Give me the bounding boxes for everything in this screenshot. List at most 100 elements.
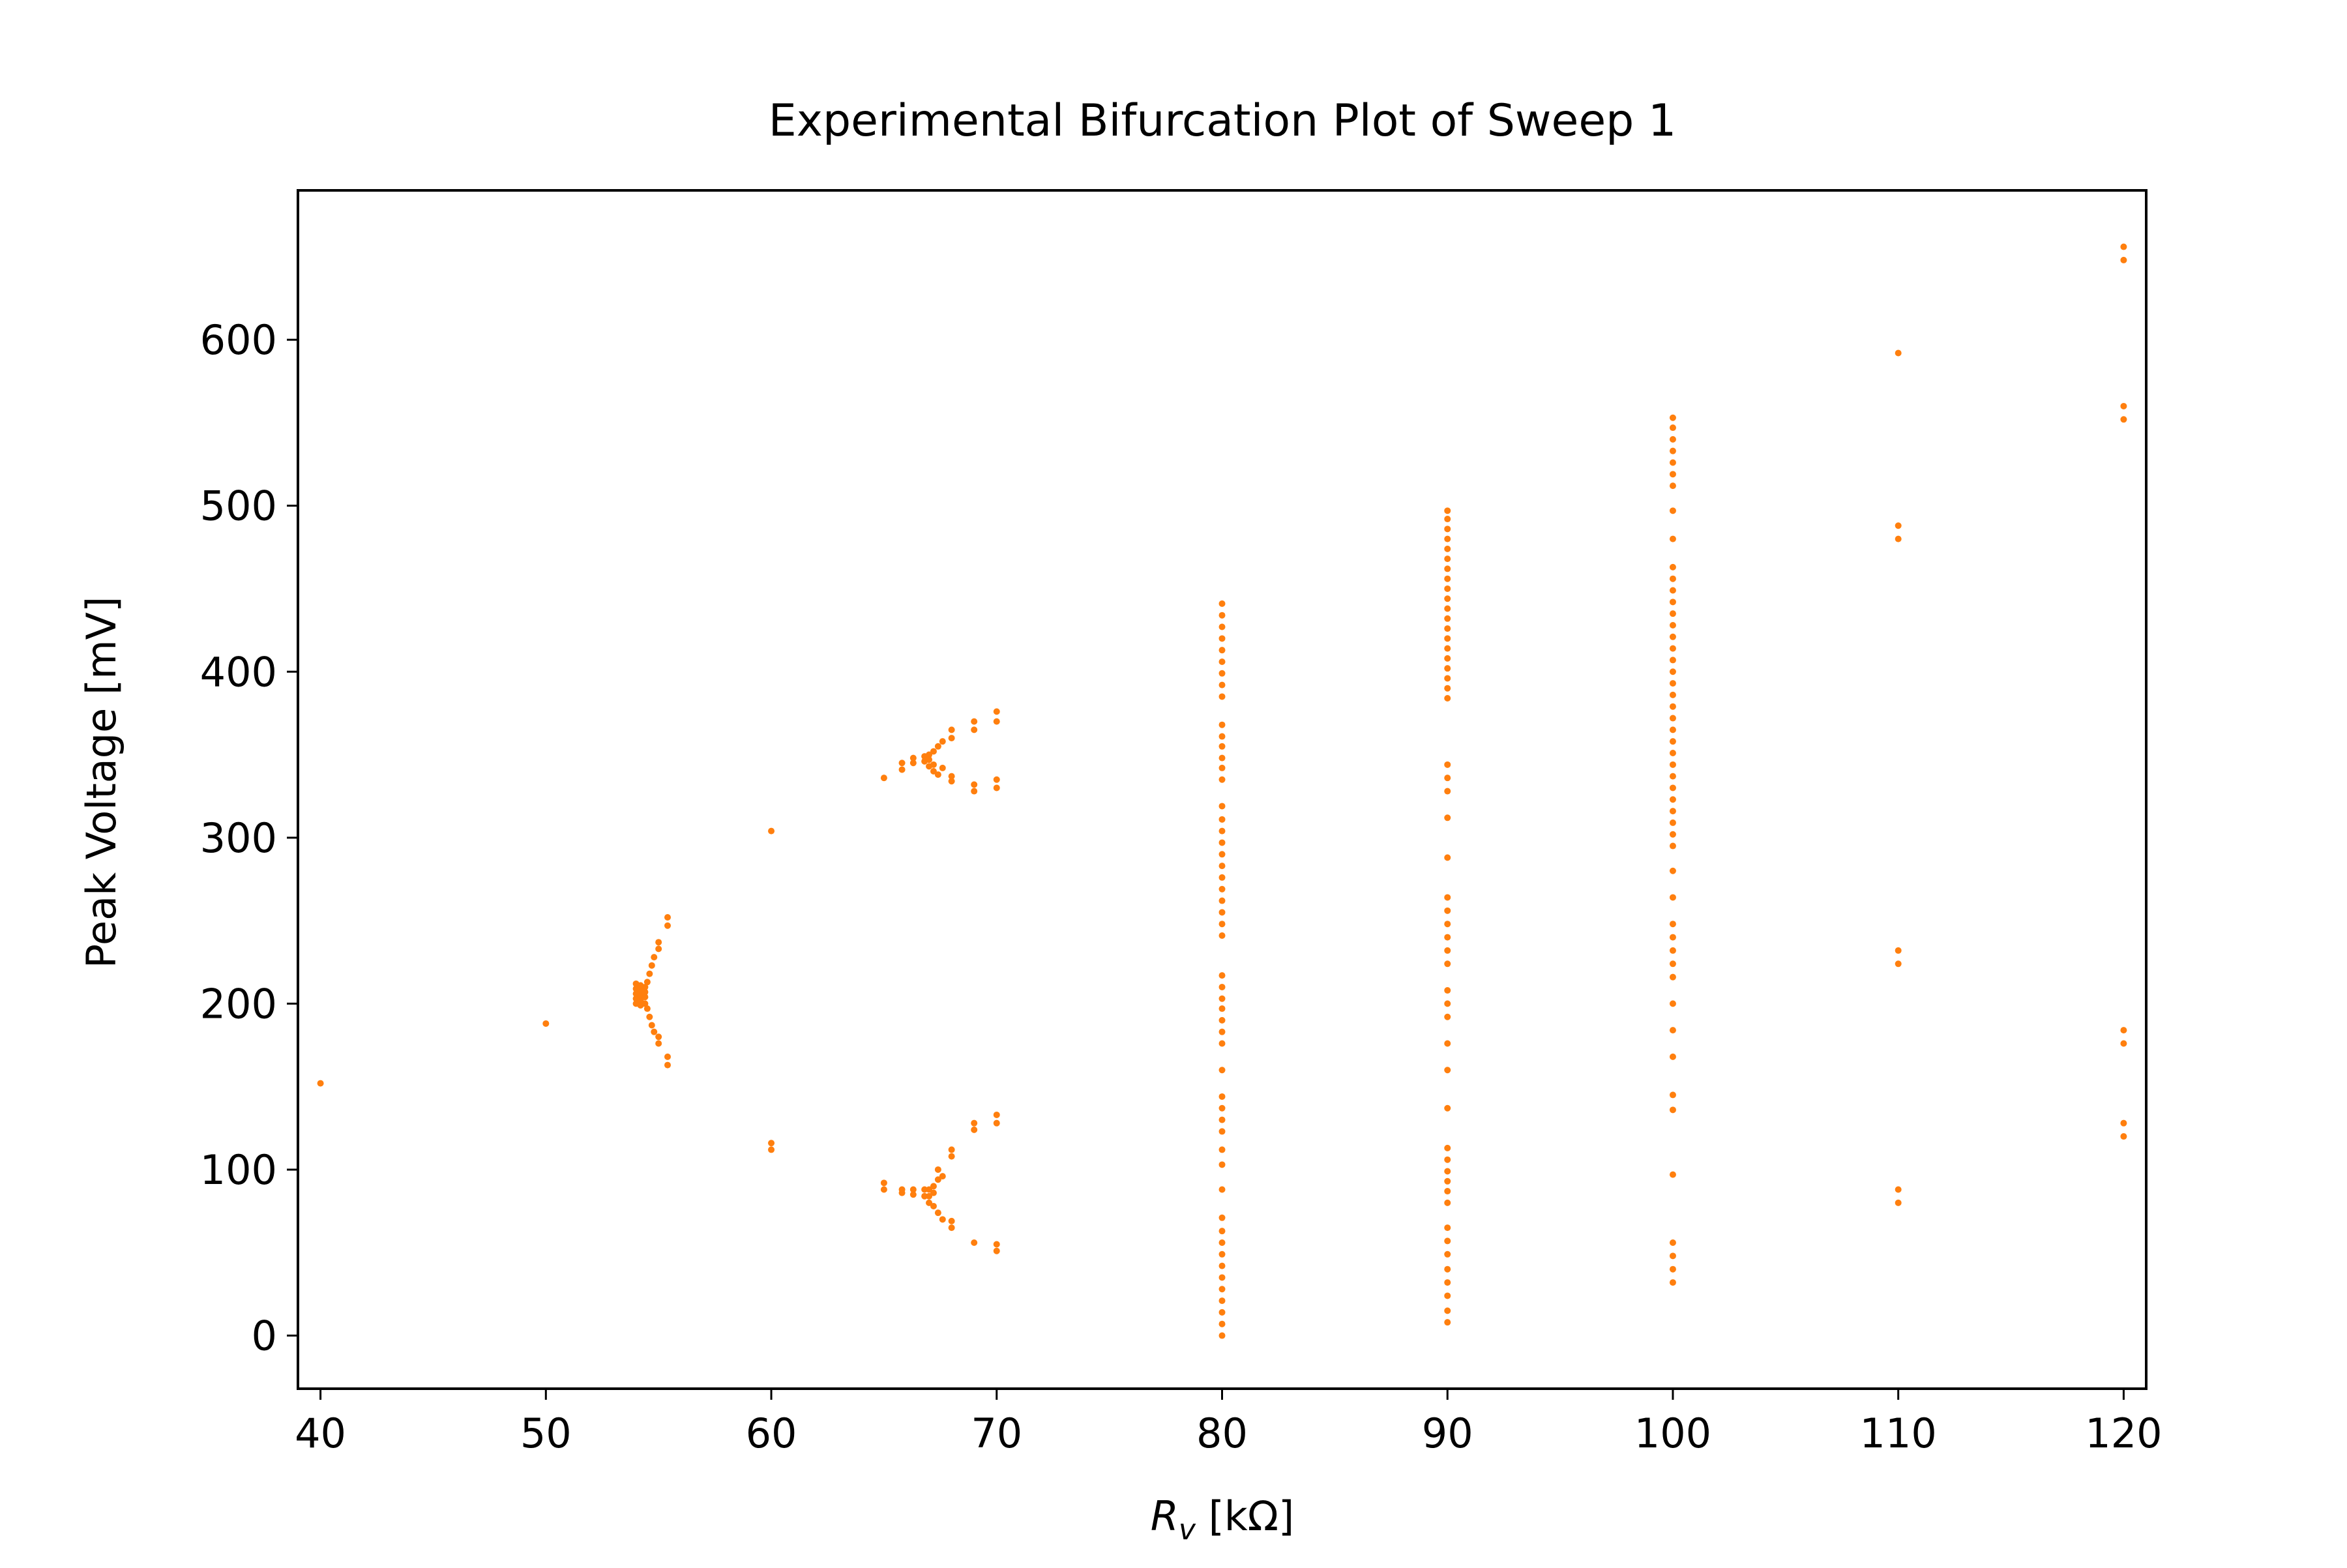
data-point	[948, 735, 955, 742]
data-point	[1669, 1239, 1676, 1246]
data-point	[1444, 675, 1451, 682]
data-point	[768, 827, 775, 835]
data-point	[909, 1186, 917, 1193]
data-point	[1444, 555, 1451, 563]
data-point	[1444, 814, 1451, 821]
data-point	[1669, 599, 1676, 606]
data-point	[1669, 796, 1676, 803]
data-point	[1444, 775, 1451, 782]
data-point	[1218, 1146, 1226, 1153]
data-point	[909, 1191, 917, 1198]
data-point	[993, 1241, 1000, 1248]
plot-area-frame	[297, 189, 2148, 1390]
data-point	[1444, 595, 1451, 602]
data-point	[930, 1189, 937, 1196]
x-tick-label: 70	[971, 1410, 1022, 1457]
data-point	[909, 760, 917, 767]
data-point	[664, 1053, 671, 1060]
x-axis-label-unit: [kΩ]	[1196, 1492, 1294, 1540]
data-point	[1444, 987, 1451, 994]
data-point	[643, 1005, 651, 1013]
data-point	[1218, 863, 1226, 870]
data-point	[1669, 1000, 1676, 1007]
data-point	[926, 1192, 933, 1200]
data-point	[921, 1186, 928, 1193]
x-tick-label: 60	[746, 1410, 797, 1457]
axis-ticks: 40 50 60 70 80 90 100 110 120 0 100 200 300 400 500 600	[200, 316, 2162, 1457]
data-point	[1218, 921, 1226, 928]
data-point	[1218, 1228, 1226, 1235]
data-point	[880, 1186, 887, 1193]
data-point	[934, 771, 941, 778]
data-point	[1218, 681, 1226, 688]
data-point	[1218, 623, 1226, 630]
data-point	[926, 1186, 933, 1193]
x-tick-label: 120	[2085, 1410, 2162, 1457]
data-point	[1444, 1168, 1451, 1175]
data-point	[1669, 973, 1676, 981]
data-point	[1218, 897, 1226, 904]
data-point	[1444, 1177, 1451, 1185]
data-point	[1444, 761, 1451, 768]
data-point	[1218, 612, 1226, 619]
data-point	[1669, 507, 1676, 514]
data-point	[1218, 1016, 1226, 1024]
data-point	[993, 784, 1000, 791]
data-point	[934, 1166, 941, 1173]
data-point	[948, 1153, 955, 1160]
chart-title: Experimental Bifurcation Plot of Sweep 1	[769, 95, 1676, 147]
data-point	[1218, 776, 1226, 783]
data-point	[971, 718, 978, 725]
data-point	[1669, 831, 1676, 838]
data-point	[993, 776, 1000, 783]
data-point	[971, 1126, 978, 1133]
data-point	[1669, 749, 1676, 756]
data-point	[643, 979, 651, 986]
data-point	[1669, 680, 1676, 687]
data-point	[768, 1140, 775, 1147]
data-point	[939, 738, 946, 745]
data-point	[1669, 761, 1676, 768]
data-point	[768, 1146, 775, 1153]
data-point	[1218, 1214, 1226, 1221]
data-point	[1218, 1093, 1226, 1100]
y-tick-label: 0	[252, 1312, 277, 1360]
data-point	[1669, 1091, 1676, 1099]
data-point	[1218, 972, 1226, 979]
data-point	[1669, 784, 1676, 791]
data-point	[1444, 1199, 1451, 1206]
data-point	[1218, 932, 1226, 939]
data-point	[2120, 402, 2127, 409]
data-points	[317, 243, 2127, 1339]
data-point	[1669, 436, 1676, 443]
data-point	[1218, 839, 1226, 846]
data-point	[2120, 256, 2127, 263]
data-point	[993, 1111, 1000, 1118]
data-point	[637, 997, 644, 1004]
data-point	[1218, 764, 1226, 771]
data-point	[993, 1119, 1000, 1127]
data-point	[1669, 1027, 1676, 1034]
data-point	[1444, 525, 1451, 533]
data-point	[971, 726, 978, 733]
data-point	[1669, 1279, 1676, 1286]
data-point	[1444, 934, 1451, 941]
x-tick-label: 110	[1860, 1410, 1937, 1457]
data-point	[1669, 921, 1676, 928]
data-point	[642, 988, 649, 996]
data-point	[1218, 1161, 1226, 1168]
data-point	[1444, 854, 1451, 861]
data-point	[646, 1013, 653, 1020]
x-tick-label: 80	[1196, 1410, 1248, 1457]
y-tick-label: 100	[200, 1146, 277, 1194]
data-point	[655, 1040, 662, 1047]
data-point	[1218, 1309, 1226, 1316]
data-point	[1444, 635, 1451, 642]
data-point	[1669, 808, 1676, 815]
data-point	[651, 954, 658, 961]
data-point	[648, 962, 655, 969]
data-point	[930, 1183, 937, 1190]
data-point	[930, 767, 937, 775]
